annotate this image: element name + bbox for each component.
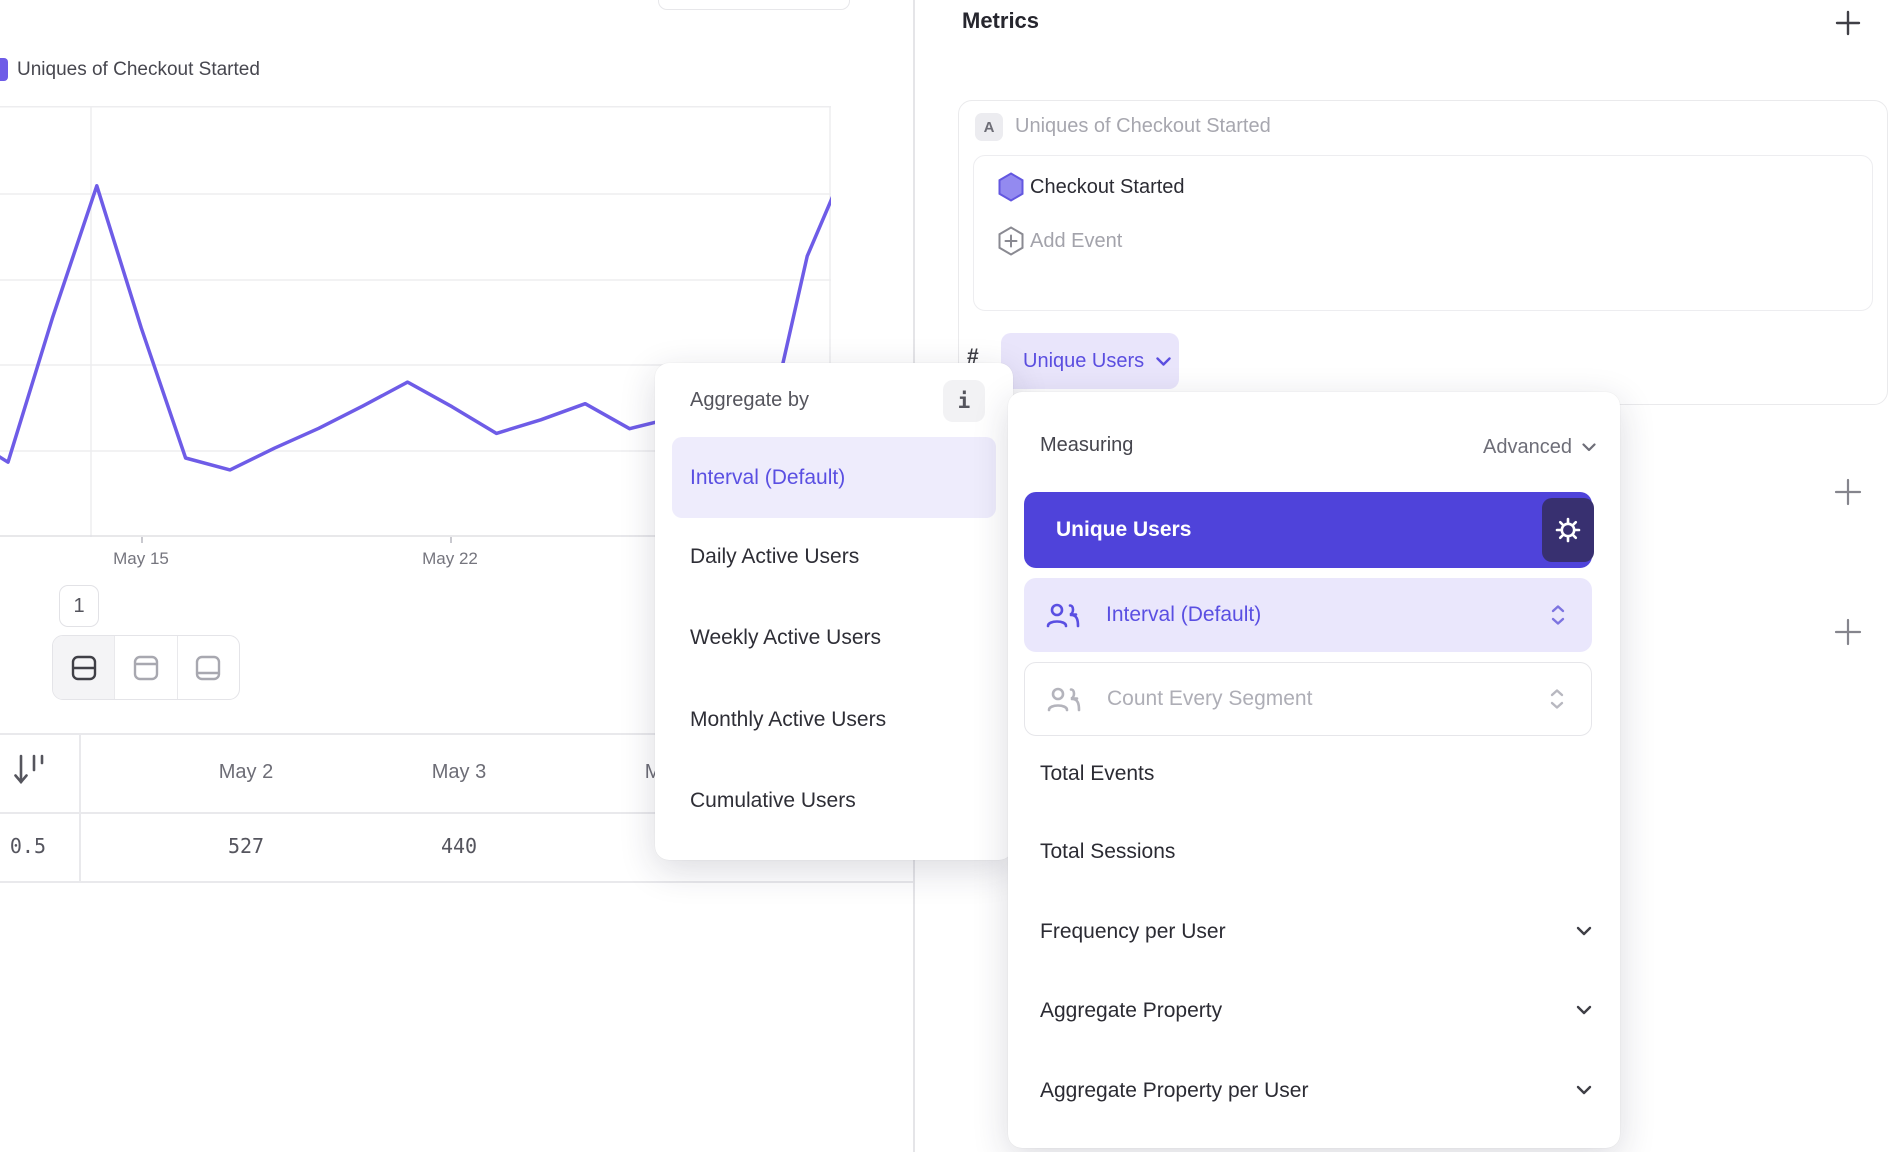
measuring-popup: Measuring Advanced Unique Users <box>1008 392 1620 1148</box>
table-header-may2[interactable]: May 2 <box>218 761 274 783</box>
table-cell-overall: 0.5 <box>9 834 46 858</box>
layout-chart-only-button[interactable] <box>115 636 178 699</box>
menu-item-label: Interval (Default) <box>690 465 846 489</box>
measuring-option-total-events[interactable]: Total Events <box>1040 762 1155 785</box>
legend-label: Uniques of Checkout Started <box>17 59 260 80</box>
layout-split-view-button[interactable] <box>53 636 116 699</box>
toolbar-partial-button[interactable] <box>658 0 850 10</box>
users-icon <box>1047 687 1081 712</box>
selected-measure-label: Unique Users <box>1056 518 1192 541</box>
advanced-label: Advanced <box>1483 436 1572 458</box>
metric-title: Uniques of Checkout Started <box>1015 115 1271 137</box>
x-tick <box>450 537 452 543</box>
users-icon <box>1046 603 1080 628</box>
chevron-down-icon <box>1156 356 1171 366</box>
x-tick-label: May 22 <box>422 549 478 568</box>
measuring-option-unique-users[interactable]: Unique Users <box>1024 492 1592 568</box>
measure-settings-button[interactable] <box>1542 498 1594 562</box>
segment-count-selector[interactable]: Count Every Segment <box>1024 662 1592 736</box>
table-header-border <box>0 812 913 814</box>
info-icon[interactable]: i <box>943 380 985 422</box>
add-event-button[interactable]: Add Event <box>1030 230 1123 252</box>
interval-label: Interval (Default) <box>1106 603 1262 626</box>
table-cell-may3: 440 <box>440 834 478 858</box>
menu-item-interval-default[interactable]: Interval (Default) <box>672 437 996 518</box>
chevron-updown-icon <box>1550 689 1564 709</box>
top-strip-icon <box>133 655 159 680</box>
aggregate-by-title: Aggregate by <box>690 389 809 411</box>
interval-selector[interactable]: Interval (Default) <box>1024 578 1592 652</box>
chevron-updown-icon <box>1551 605 1565 625</box>
advanced-toggle[interactable]: Advanced <box>1483 436 1596 459</box>
chevron-down-icon[interactable] <box>1576 1005 1592 1015</box>
measuring-option-total-sessions[interactable]: Total Sessions <box>1040 840 1176 863</box>
metrics-section-title: Metrics <box>962 8 1040 33</box>
table-top-border <box>0 733 913 735</box>
table-column-border <box>79 733 81 882</box>
event-name[interactable]: Checkout Started <box>1030 176 1185 198</box>
numeric-measure-icon: # <box>967 345 979 368</box>
sort-icon[interactable] <box>12 750 48 790</box>
add-filter-icon[interactable] <box>1834 478 1862 506</box>
event-card: Checkout Started Add Event <box>973 155 1873 311</box>
measurement-dropdown[interactable]: Unique Users <box>1001 333 1179 389</box>
measuring-option-aggregate-property-per-user[interactable]: Aggregate Property per User <box>1040 1079 1309 1102</box>
x-tick <box>141 537 143 543</box>
pagination-badge[interactable]: 1 <box>59 585 99 627</box>
table-bottom-border <box>0 881 913 883</box>
chevron-down-icon[interactable] <box>1576 926 1592 936</box>
add-metric-icon[interactable] <box>1835 10 1861 36</box>
chart-legend: Uniques of Checkout Started <box>0 58 260 82</box>
table-cell-may2: 527 <box>227 834 265 858</box>
layout-toggle-group <box>52 635 240 700</box>
menu-item-cumulative-users[interactable]: Cumulative Users <box>690 789 856 812</box>
event-hexagon-icon <box>998 172 1024 202</box>
metric-card[interactable]: A Uniques of Checkout Started Checkout S… <box>958 100 1888 405</box>
measuring-option-aggregate-property[interactable]: Aggregate Property <box>1040 999 1223 1022</box>
add-breakdown-icon[interactable] <box>1834 618 1862 646</box>
layout-table-only-button[interactable] <box>178 636 239 699</box>
menu-item-daily-active-users[interactable]: Daily Active Users <box>690 545 860 568</box>
x-tick-label: May 15 <box>113 549 169 568</box>
segment-count-label: Count Every Segment <box>1107 687 1313 710</box>
table-header-may3[interactable]: May 3 <box>431 761 487 783</box>
split-horizontal-icon <box>71 655 96 680</box>
legend-swatch <box>0 58 8 81</box>
measuring-option-frequency-per-user[interactable]: Frequency per User <box>1040 920 1226 943</box>
add-event-hexagon-icon <box>998 226 1024 256</box>
metric-letter-badge: A <box>975 113 1003 141</box>
chevron-down-icon[interactable] <box>1576 1085 1592 1095</box>
gear-icon <box>1555 517 1581 543</box>
menu-item-monthly-active-users[interactable]: Monthly Active Users <box>690 708 887 731</box>
measurement-dropdown-label: Unique Users <box>1023 349 1145 372</box>
bottom-strip-icon <box>196 655 221 680</box>
measuring-title: Measuring <box>1040 434 1134 456</box>
menu-item-weekly-active-users[interactable]: Weekly Active Users <box>690 626 881 649</box>
aggregate-by-popup: Aggregate by i Interval (Default) Daily … <box>655 363 1013 860</box>
chevron-down-icon <box>1582 443 1596 452</box>
